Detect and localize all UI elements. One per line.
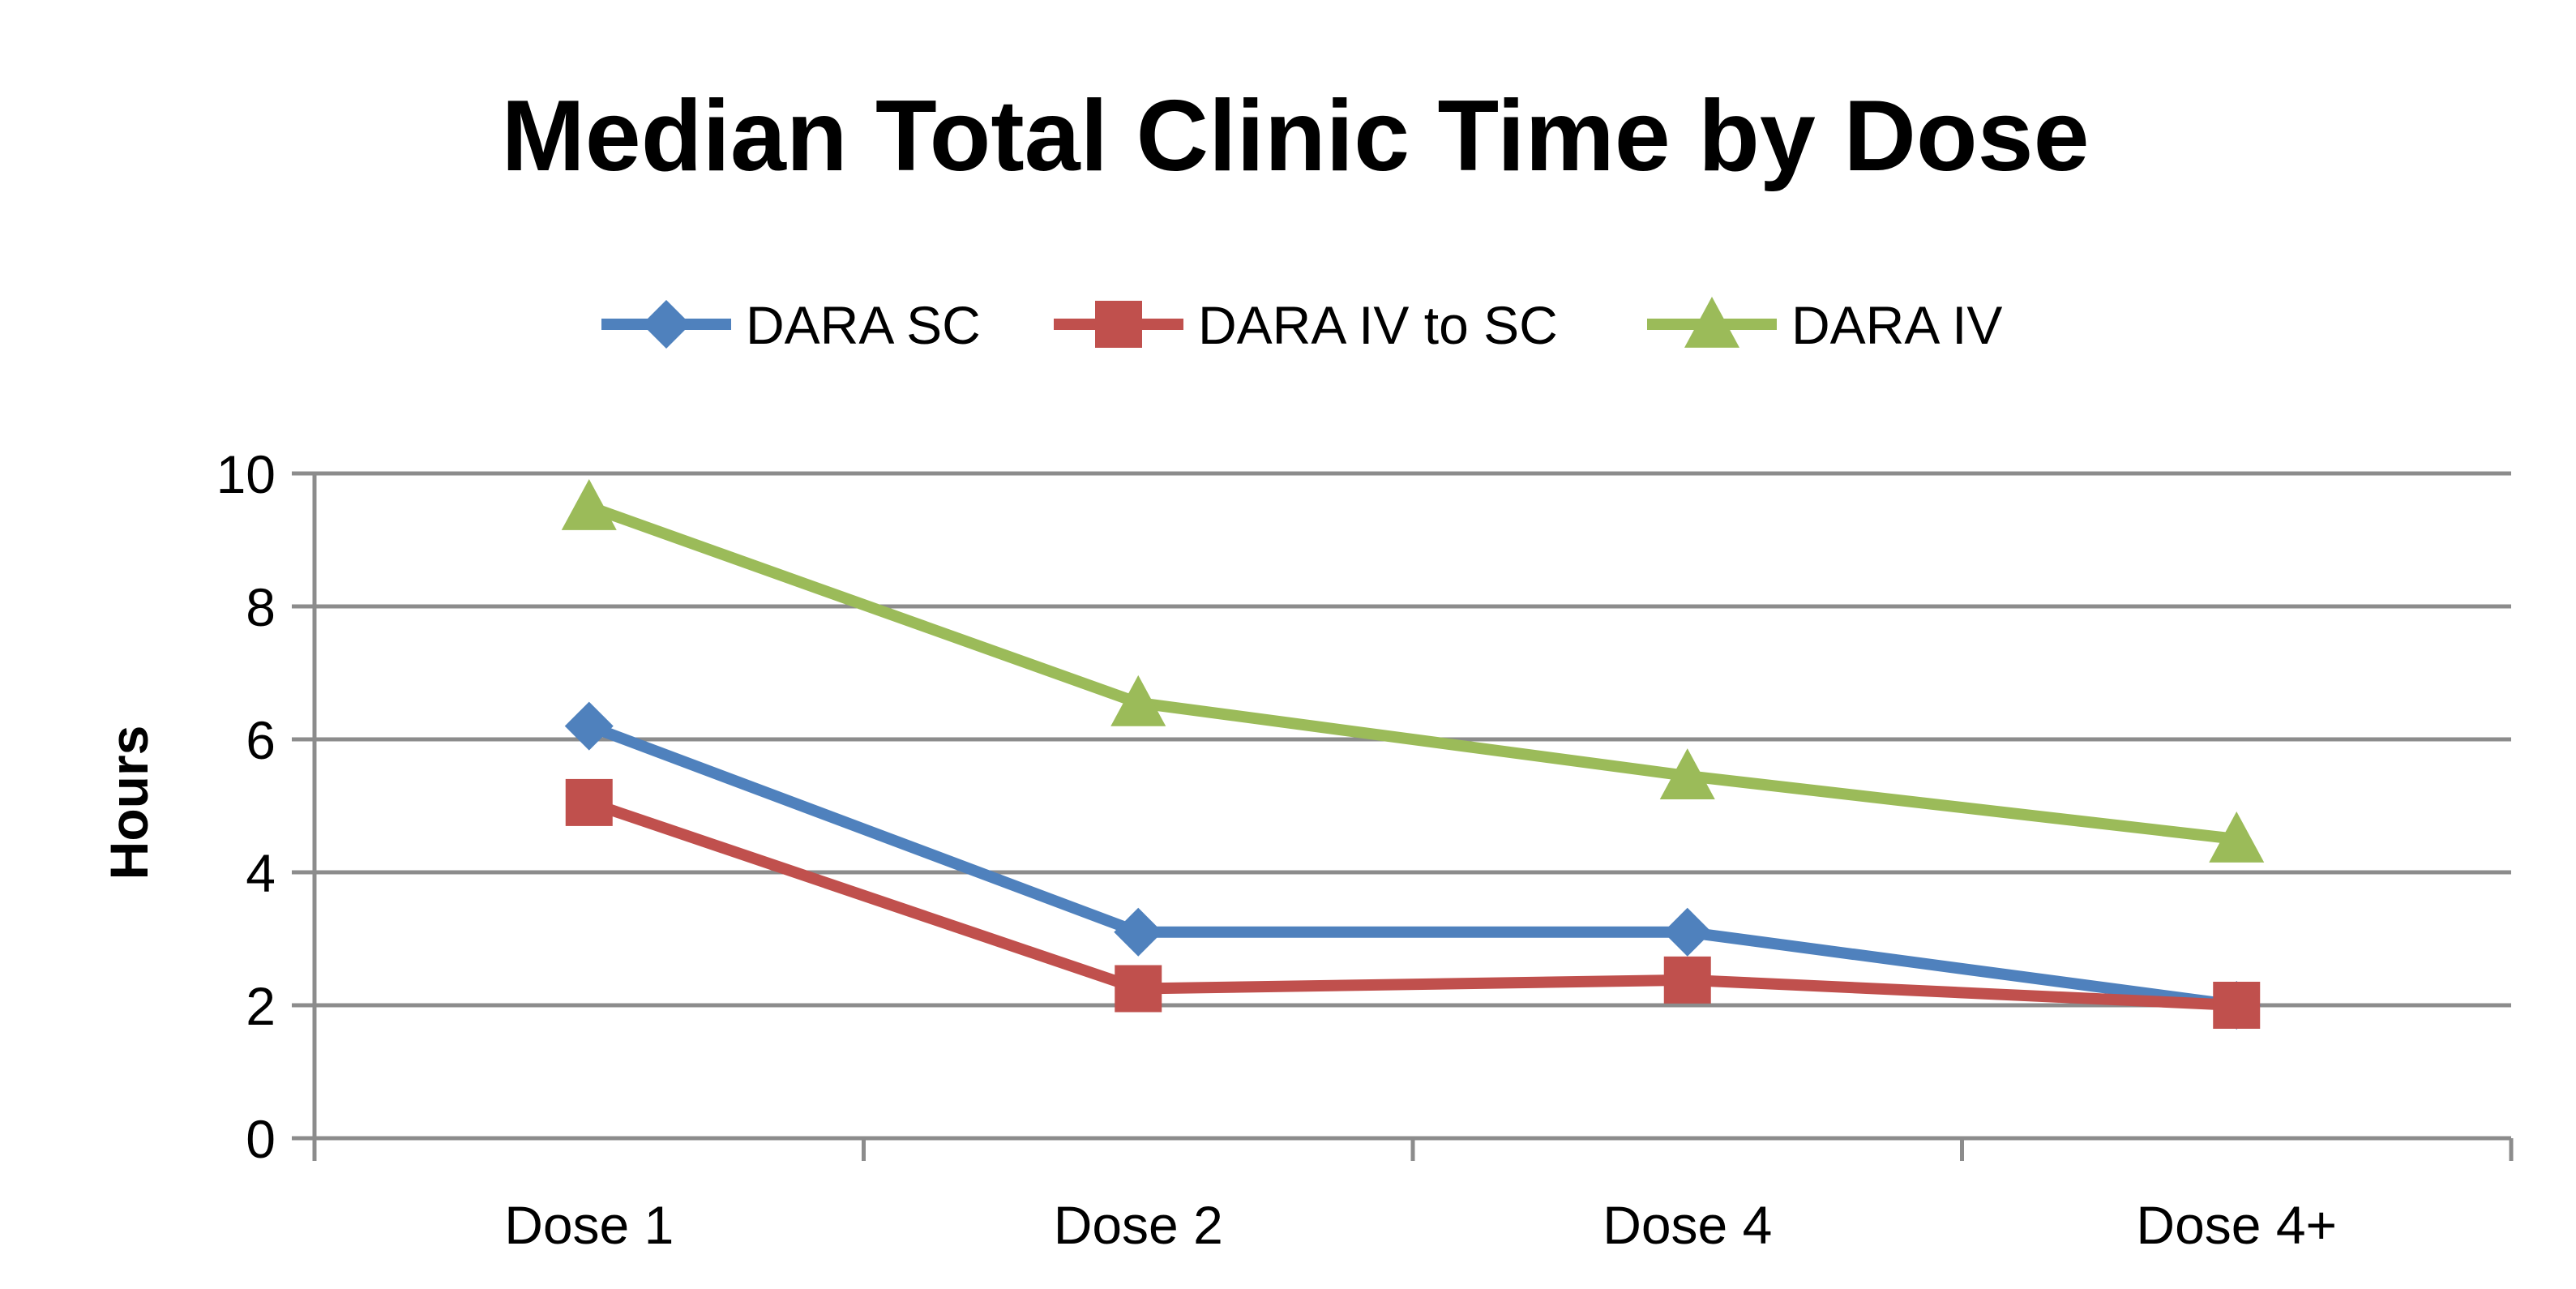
axes [312, 473, 2514, 1161]
data-point [2209, 812, 2265, 863]
series-lines [561, 479, 2265, 1030]
data-point [565, 778, 613, 826]
y-tick-label: 6 [246, 710, 276, 770]
x-tick-label: Dose 2 [1054, 1195, 1223, 1255]
y-tick-label: 0 [246, 1109, 276, 1169]
data-point [1115, 965, 1162, 1013]
data-point [1659, 748, 1715, 799]
y-tick-label: 4 [246, 843, 276, 903]
data-point [1114, 907, 1163, 957]
legend-item: DARA IV to SC [1054, 295, 1558, 355]
y-tick-label: 8 [246, 577, 276, 637]
legend-label: DARA SC [746, 295, 981, 355]
x-tick-label: Dose 4 [1603, 1195, 1772, 1255]
data-point [2213, 982, 2261, 1029]
x-tick-label: Dose 4+ [2136, 1195, 2337, 1255]
legend-item: DARA SC [601, 295, 981, 355]
y-axis-title: Hours [99, 726, 159, 880]
y-tick-label: 10 [216, 444, 276, 504]
data-point [561, 479, 617, 530]
series-line [583, 796, 2243, 1011]
legend-label: DARA IV to SC [1198, 295, 1558, 355]
legend-swatch-marker [1684, 297, 1739, 348]
chart-title: Median Total Clinic Time by Dose [501, 80, 2089, 192]
legend-swatch-marker [1095, 301, 1142, 348]
data-point [564, 701, 614, 751]
gridlines [292, 471, 2511, 1141]
x-tick-label: Dose 1 [504, 1195, 674, 1255]
data-point [1662, 907, 1712, 957]
series-dara-iv [561, 479, 2265, 863]
y-tick-labels: 0 2 4 6 8 10 [216, 444, 276, 1169]
data-point [1110, 674, 1166, 726]
series-dara-iv-to-sc [565, 778, 2261, 1029]
series-line [583, 501, 2243, 845]
series-line [583, 720, 2243, 1011]
legend: DARA SC DARA IV to SC DARA IV [601, 295, 2002, 355]
legend-item: DARA IV [1647, 295, 2002, 355]
y-tick-label: 2 [246, 976, 276, 1036]
x-tick-labels: Dose 1 Dose 2 Dose 4 Dose 4+ [504, 1195, 2337, 1255]
data-point [1663, 956, 1711, 1004]
legend-label: DARA IV [1791, 295, 2002, 355]
legend-swatch-marker [642, 300, 691, 349]
